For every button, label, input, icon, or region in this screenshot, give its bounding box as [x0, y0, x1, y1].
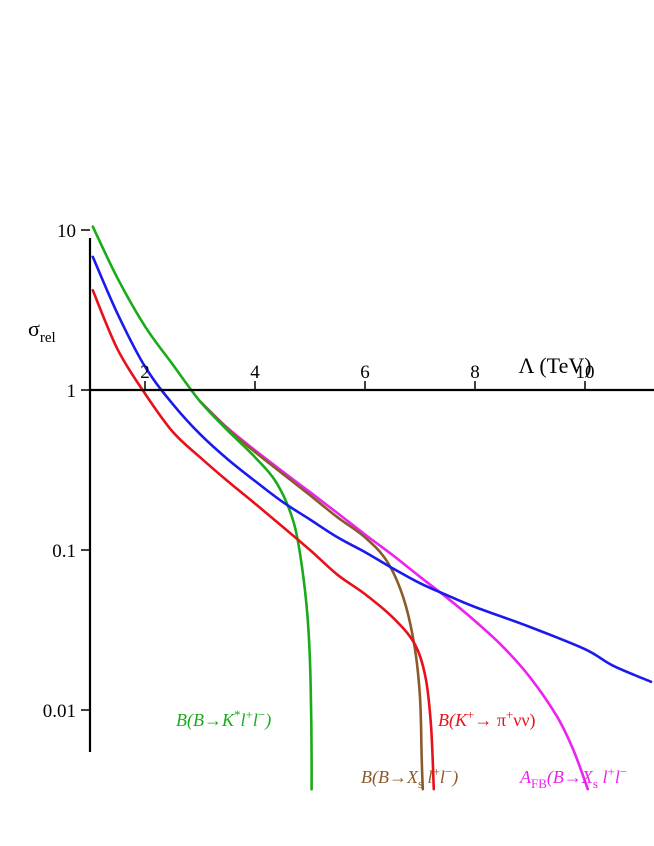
series-line-4	[91, 255, 653, 684]
series-label-3: AFB(B→Xs l+l−	[519, 764, 627, 791]
x-tick-label: 8	[470, 362, 480, 383]
x-tick-label: 2	[140, 362, 150, 383]
series-label-part: +	[506, 707, 513, 722]
y-axis-label: σrel	[28, 316, 56, 346]
series-label-part: +	[246, 707, 253, 722]
series-label-1: B(B→Xs l+l−)	[361, 764, 458, 791]
y-axis-label-sub: rel	[40, 330, 56, 346]
y-axis-label-main: σ	[28, 316, 40, 341]
x-tick-label: 10	[576, 362, 595, 383]
series-label-part: *	[234, 707, 241, 722]
series-label-part: l	[423, 767, 433, 787]
series-label-part: +	[467, 707, 474, 722]
series-label-part: l	[615, 767, 620, 787]
series-label-0: B(B→K*l+l−)	[176, 707, 271, 731]
series-label-part: )	[451, 767, 458, 788]
y-tick-label: 0.01	[43, 701, 76, 722]
series-label-part: l	[241, 710, 246, 730]
series-labels: B(B→K*l+l−)B(B→Xs l+l−)B(K+→ π+νν)AFB(B→…	[176, 707, 627, 791]
series-label-part: (B→X	[547, 767, 594, 788]
series-label-2: B(K+→ π+νν)	[438, 707, 536, 731]
series-label-part: )	[264, 710, 271, 731]
series-label-part: A	[519, 767, 532, 787]
series-label-part: νν)	[513, 710, 535, 731]
series-label-part: l	[440, 767, 445, 787]
series-line-2	[91, 289, 436, 791]
axes	[88, 238, 654, 752]
series-label-part: +	[433, 764, 440, 779]
series-label-part: B(B→K	[176, 710, 235, 731]
x-tick-label: 4	[250, 362, 260, 383]
series-label-part: B(B→X	[361, 767, 419, 788]
series-line-3	[198, 400, 590, 791]
series-label-part: s	[418, 776, 423, 791]
series-label-part: −	[258, 707, 265, 722]
y-tick-label: 1	[67, 381, 77, 402]
x-axis-label: Λ (TeV)	[518, 353, 591, 378]
series-label-part: l	[253, 710, 258, 730]
series-label-part: −	[620, 764, 627, 779]
series-curves	[91, 225, 653, 791]
series-line-0	[91, 225, 313, 791]
series-label-part: → π	[474, 710, 506, 730]
series-label-part: l	[598, 767, 608, 787]
series-label-part: s	[593, 776, 598, 791]
series-line-1	[198, 400, 425, 791]
y-tick-label: 10	[57, 221, 76, 242]
series-label-part: FB	[531, 776, 547, 791]
tick-group: 2 4 6 8 10 10 1 0.1 0.01	[43, 221, 595, 722]
series-label-part: −	[445, 764, 452, 779]
series-label-part: B(K	[438, 710, 468, 731]
x-tick-label: 6	[360, 362, 370, 383]
y-tick-label: 0.1	[52, 541, 76, 562]
series-label-part: +	[607, 764, 614, 779]
